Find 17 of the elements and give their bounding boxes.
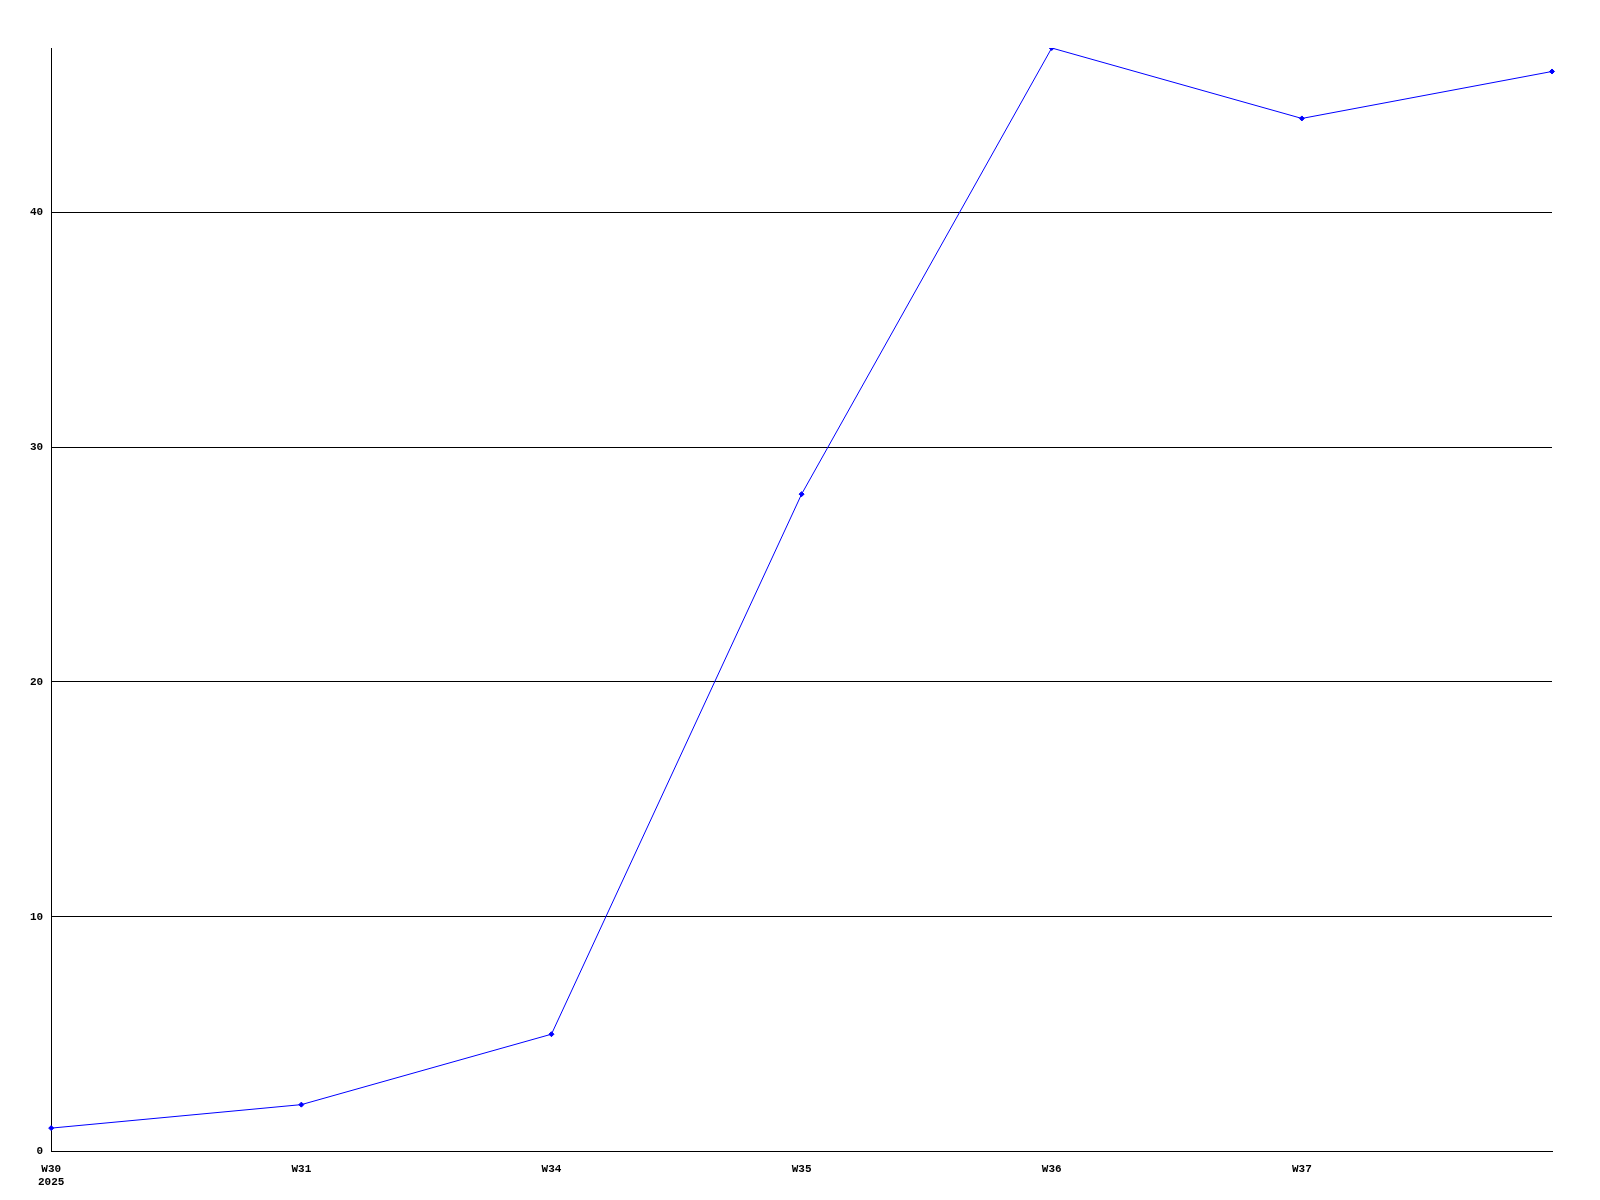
y-tick-label: 10: [30, 910, 44, 923]
point: [548, 1031, 555, 1038]
point: [1298, 115, 1305, 122]
y-tick-label: 0: [36, 1145, 44, 1158]
point: [1549, 68, 1555, 75]
x-tick-label: W30 2025: [38, 1162, 65, 1189]
x-tick-label: W37: [1291, 1162, 1312, 1175]
x-tick-label: W34: [541, 1162, 562, 1175]
y-tick-label: 40: [30, 206, 44, 219]
x-tick-label: W31: [291, 1162, 312, 1175]
y-tick-label: 30: [30, 440, 44, 453]
point: [298, 1101, 305, 1108]
point: [798, 491, 805, 498]
x-tick-label: W35: [791, 1162, 812, 1175]
y-tick-label: 20: [30, 675, 44, 688]
x-tick-label: W36: [1041, 1162, 1062, 1175]
point: [48, 1125, 55, 1132]
